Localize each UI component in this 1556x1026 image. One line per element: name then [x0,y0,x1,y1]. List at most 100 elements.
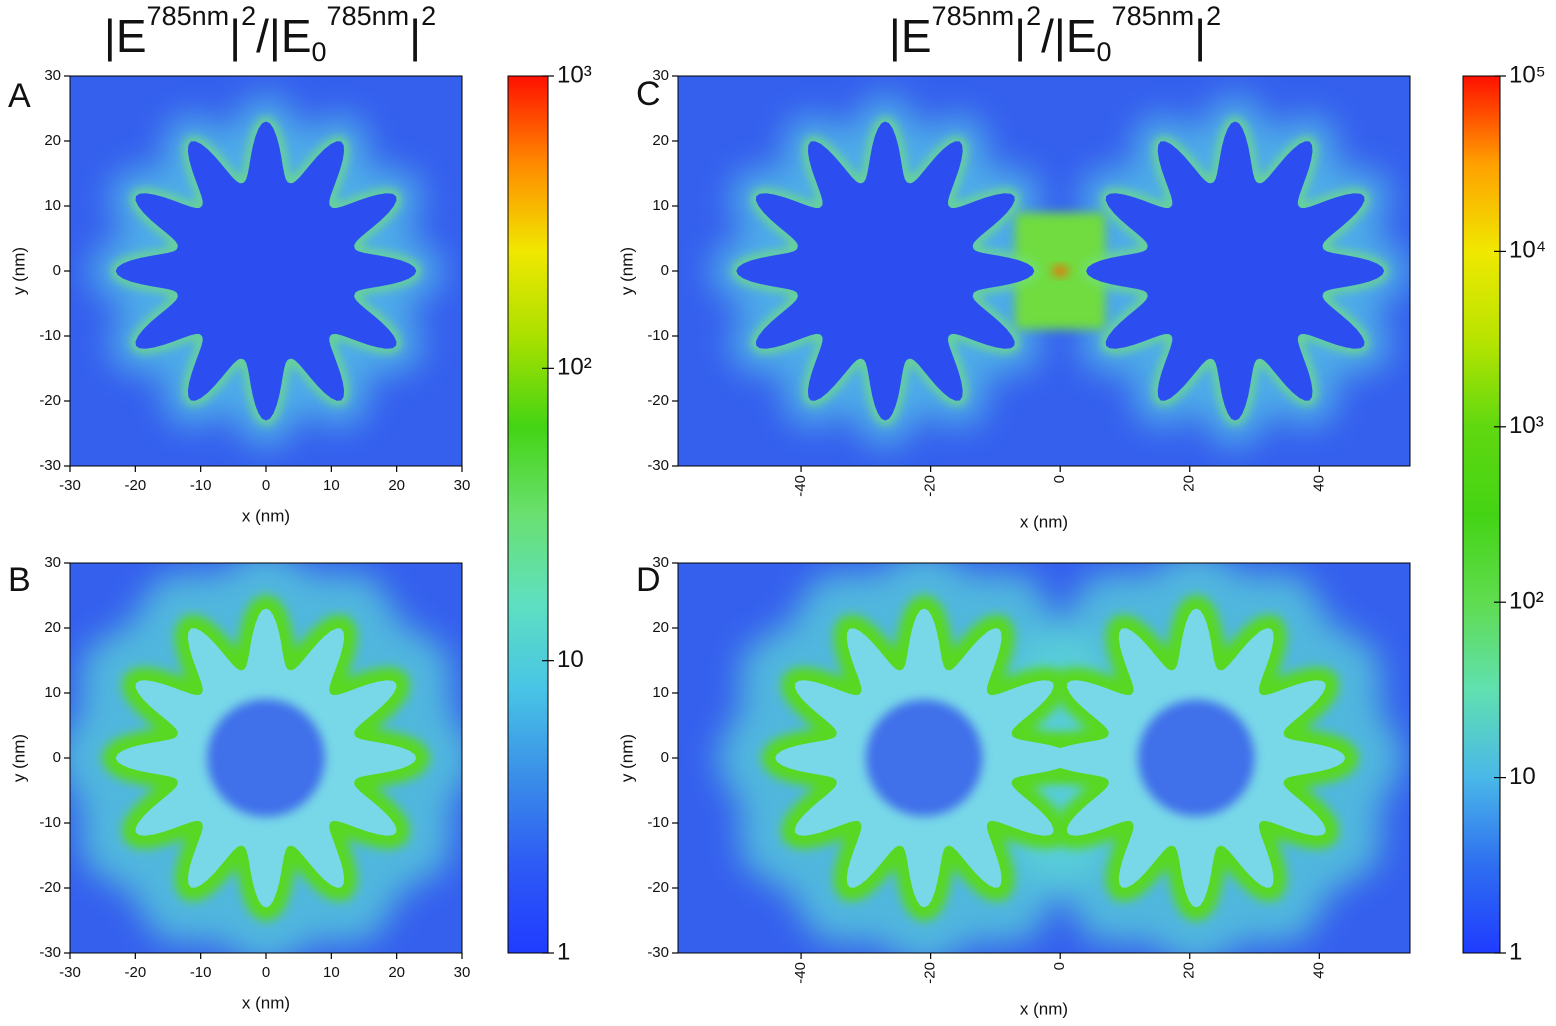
y-tick-label: 30 [44,67,61,84]
colorbar-tick-label: 10 [557,646,584,673]
title-part: | [1014,10,1026,62]
panel-label: D [636,561,661,599]
x-tick-label: -40 [792,962,809,984]
title-part: 785nm [1112,1,1195,31]
y-tick-label: 30 [652,554,669,571]
y-tick-label: 10 [44,197,61,214]
x-tick-label: -10 [190,477,212,494]
y-tick-label: -30 [39,944,61,961]
y-tick-label: -20 [647,879,669,896]
title-part: | [1194,10,1206,62]
colorbar-tick-label: 10 [1509,763,1536,790]
nanostar-core [207,699,325,817]
y-tick-label: -10 [647,814,669,831]
title-part: | [229,10,241,62]
colorbar-tick-label: 1 [557,938,570,965]
title-part: | [409,10,421,62]
heatmap [70,563,462,953]
x-tick-label: 0 [1051,475,1068,483]
heatmap [678,76,1410,466]
x-tick-label: 0 [262,964,270,981]
title-part: 0 [312,37,327,67]
y-tick-label: -10 [647,327,669,344]
y-tick-label: -30 [647,944,669,961]
x-tick-label: -30 [59,477,81,494]
title-part: 2 [1026,1,1041,31]
colorbar-tick-label: 10² [1509,588,1544,615]
colorbar-tick-label: 10³ [1509,412,1544,439]
y-axis-label: y (nm) [617,734,636,782]
x-tick-label: 20 [1181,475,1198,492]
nanostar-core [865,699,983,817]
title-part: /|E [1041,10,1096,62]
title-part: 2 [241,1,256,31]
y-tick-label: -20 [39,879,61,896]
y-tick-label: 20 [652,132,669,149]
x-axis-label: x (nm) [1020,999,1068,1018]
x-tick-label: 20 [1181,962,1198,979]
title-part: 785nm [147,1,230,31]
heatmap [678,563,1410,953]
heatmap [70,76,462,466]
x-tick-label: 10 [323,964,340,981]
x-tick-label: -20 [922,475,939,497]
title-part: |E [104,10,147,62]
y-tick-label: -20 [39,392,61,409]
y-tick-label: 10 [44,684,61,701]
y-tick-label: 0 [53,262,61,279]
x-tick-label: 10 [323,477,340,494]
panel-label: A [8,77,31,115]
panel-label: B [8,561,31,599]
y-tick-label: 30 [652,67,669,84]
x-tick-label: -20 [124,477,146,494]
title-part: 2 [1206,1,1221,31]
x-tick-label: -20 [922,962,939,984]
y-tick-label: -20 [647,392,669,409]
x-axis-label: x (nm) [242,993,290,1012]
y-tick-label: 0 [53,749,61,766]
nanostar [1086,121,1385,421]
y-tick-label: -10 [39,327,61,344]
title: |E785nm|2/|E0785nm|2 [889,1,1221,67]
nanostar-core [1137,699,1255,817]
colorbar-tick-label: 10³ [557,61,592,88]
x-tick-label: 30 [454,964,471,981]
y-axis-label: y (nm) [617,247,636,295]
colorbar-tick-label: 1 [1509,938,1522,965]
x-tick-label: -30 [59,964,81,981]
x-tick-label: 40 [1310,475,1327,492]
panel-label: C [636,75,661,113]
title-part: |E [889,10,932,62]
x-tick-label: 20 [388,964,405,981]
x-tick-label: -10 [190,964,212,981]
colorbar-tick-label: 10⁴ [1509,237,1546,264]
y-tick-label: 10 [652,684,669,701]
title-part: 785nm [327,1,410,31]
x-tick-label: 0 [1051,962,1068,970]
title-part: 0 [1097,37,1112,67]
title-part: /|E [256,10,311,62]
title-part: 785nm [932,1,1015,31]
colorbar [1462,75,1501,954]
y-tick-label: 0 [661,262,669,279]
y-tick-label: -10 [39,814,61,831]
y-tick-label: 0 [661,749,669,766]
x-axis-label: x (nm) [1020,512,1068,531]
x-tick-label: -20 [124,964,146,981]
hotspot [1052,266,1069,276]
x-tick-label: 30 [454,477,471,494]
nanostar [115,121,417,421]
y-tick-label: -30 [39,457,61,474]
y-axis-label: y (nm) [9,734,28,782]
y-axis-label: y (nm) [9,247,28,295]
title-part: 2 [421,1,436,31]
y-tick-label: 30 [44,554,61,571]
y-tick-label: 20 [652,619,669,636]
x-tick-label: 0 [262,477,270,494]
x-tick-label: 40 [1310,962,1327,979]
x-tick-label: 20 [388,477,405,494]
y-tick-label: 20 [44,619,61,636]
colorbar-tick-label: 10⁵ [1509,61,1546,88]
y-tick-label: 10 [652,197,669,214]
